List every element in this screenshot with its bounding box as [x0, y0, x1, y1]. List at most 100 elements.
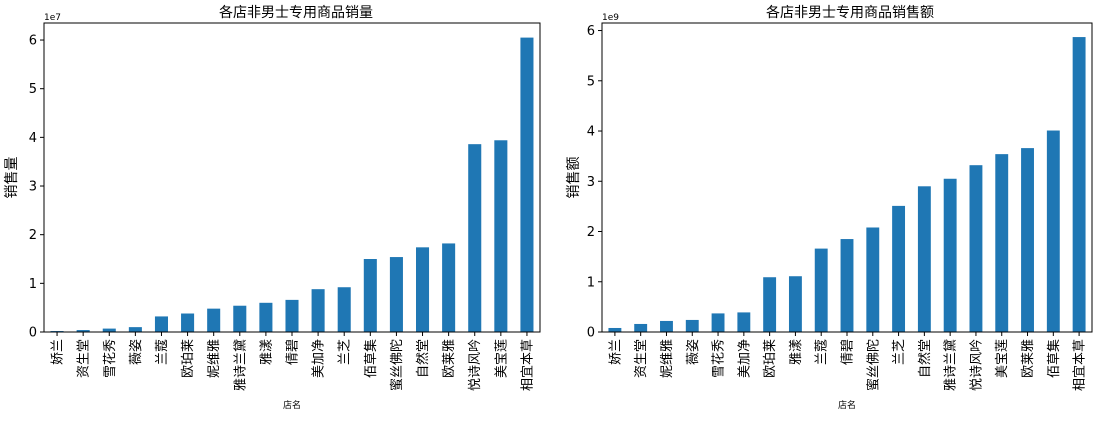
x-tick-label: 妮维雅	[207, 339, 222, 378]
bar-美加净	[311, 289, 325, 332]
y-tick-label: 5	[29, 82, 37, 97]
bar-欧珀莱	[181, 313, 195, 332]
x-tick-label: 薇姿	[128, 339, 144, 365]
chart-panel-1: 各店非男士专用商品销量1e70123456娇兰 资生堂 雪花秀 薇姿 兰蔻 欧珀莱 妮维雅雅…	[4, 5, 541, 411]
x-tick-label: 美宝莲	[995, 339, 1010, 378]
x-tick-label: 雅漾	[789, 339, 804, 365]
x-tick-label: 蜜丝佛陀	[389, 339, 405, 391]
x-tick-label: 欧莱雅	[442, 339, 457, 378]
bar-资生堂	[76, 330, 90, 332]
y-tick-label: 6	[587, 24, 595, 39]
x-tick-label: 欧莱雅	[1021, 339, 1036, 378]
y-tick-label: 2	[587, 225, 595, 240]
x-tick-label: 美加净	[737, 339, 752, 378]
bar-雅漾	[788, 276, 802, 332]
y-tick-label: 4	[29, 131, 37, 146]
bar-雅漾	[259, 302, 273, 332]
x-tick-label: 雅诗兰黛	[944, 339, 959, 391]
bar-兰蔻	[154, 316, 168, 332]
y-tick-label: 4	[587, 125, 595, 140]
y-axis-label: 销售额	[566, 157, 582, 199]
chart-title: 各店非男士专用商品销售额	[766, 5, 934, 21]
y-tick-label: 6	[29, 34, 37, 49]
y-tick-label: 0	[29, 326, 37, 341]
x-tick-label: 兰蔻	[815, 339, 830, 365]
bar-娇兰	[608, 327, 622, 332]
x-tick-label: 悦诗风吟	[467, 339, 483, 391]
y-axis-multiplier: 1e9	[602, 13, 619, 23]
bar-妮维雅	[660, 320, 673, 332]
x-tick-label: 娇兰	[51, 339, 66, 365]
bar-悦诗风吟	[468, 144, 482, 332]
x-tick-label: 妮维雅	[660, 339, 675, 378]
bar-佰草集	[1046, 130, 1060, 332]
x-tick-label: 自然堂	[415, 339, 431, 378]
bar-自然堂	[917, 186, 931, 332]
x-tick-label: 美宝莲	[494, 339, 509, 378]
bar-雅诗兰黛	[233, 305, 247, 332]
bar-薇姿	[685, 319, 699, 332]
bar-倩碧	[285, 299, 299, 332]
bar-雪花秀	[102, 328, 116, 332]
x-tick-label: 倩碧	[286, 339, 301, 365]
bar-自然堂	[416, 247, 430, 332]
x-tick-label: 佰草集	[363, 339, 379, 378]
x-axis-label: 店名	[283, 399, 301, 411]
bar-兰芝	[337, 287, 351, 332]
x-tick-label: 雪花秀	[102, 339, 118, 378]
x-tick-label: 美加净	[312, 339, 327, 378]
x-tick-label: 兰蔻	[155, 339, 170, 365]
x-tick-label: 雪花秀	[711, 339, 727, 378]
y-tick-label: 3	[29, 180, 37, 195]
bar-相宜本草	[520, 37, 534, 333]
chart-title: 各店非男士专用商品销量	[219, 5, 373, 21]
bar-悦诗风吟	[969, 165, 983, 332]
x-tick-label: 娇兰	[608, 339, 623, 365]
plot-frame	[43, 22, 541, 333]
x-tick-label: 自然堂	[917, 339, 933, 378]
y-axis-multiplier: 1e7	[44, 13, 61, 23]
x-tick-label: 佰草集	[1046, 339, 1062, 378]
x-tick-label: 雅诗兰黛	[233, 339, 248, 391]
y-tick-label: 2	[29, 228, 37, 243]
bar-薇姿	[128, 327, 142, 332]
bar-美加净	[737, 312, 751, 332]
bar-兰芝	[892, 205, 906, 332]
x-tick-label: 薇姿	[685, 339, 701, 365]
x-tick-label: 悦诗风吟	[968, 339, 984, 391]
bar-资生堂	[634, 323, 648, 332]
x-tick-label: 相宜本草	[520, 339, 535, 391]
x-tick-label: 欧珀莱	[181, 339, 196, 378]
bar-欧莱雅	[442, 243, 456, 332]
bar-蜜丝佛陀	[389, 257, 403, 332]
bar-美宝莲	[494, 140, 508, 332]
bar-雅诗兰黛	[943, 178, 957, 332]
x-tick-label: 雅漾	[259, 339, 274, 365]
bar-佰草集	[363, 259, 377, 332]
bar-倩碧	[840, 239, 854, 332]
chart-panel-2: 各店非男士专用商品销售额 1e9 0 1 2 3 4 5 6 娇兰 资生堂 妮维雅 薇姿 雪花秀 美加净 欧珀…	[566, 5, 1093, 411]
y-tick-label: 1	[587, 275, 595, 290]
y-axis-label: 销售量	[4, 157, 20, 199]
y-tick-label: 5	[587, 74, 595, 89]
x-tick-label: 欧珀莱	[763, 339, 778, 378]
x-tick-label: 资生堂	[77, 339, 92, 378]
x-axis-label: 店名	[838, 399, 856, 411]
y-tick-label: 3	[587, 175, 595, 190]
bar-妮维雅	[207, 308, 221, 332]
x-tick-label: 蜜丝佛陀	[865, 339, 881, 391]
bar-欧莱雅	[1021, 148, 1034, 332]
bar-相宜本草	[1072, 37, 1086, 332]
x-tick-label: 相宜本草	[1073, 339, 1088, 391]
x-tick-label: 兰芝	[891, 339, 907, 365]
x-tick-label: 兰芝	[337, 339, 353, 365]
bar-欧珀莱	[763, 277, 777, 332]
bar-雪花秀	[711, 313, 725, 332]
bar-兰蔻	[814, 248, 828, 332]
x-tick-label: 倩碧	[841, 339, 856, 365]
y-tick-label: 1	[29, 277, 37, 292]
y-tick-label: 0	[587, 326, 595, 341]
bar-蜜丝佛陀	[866, 227, 880, 332]
